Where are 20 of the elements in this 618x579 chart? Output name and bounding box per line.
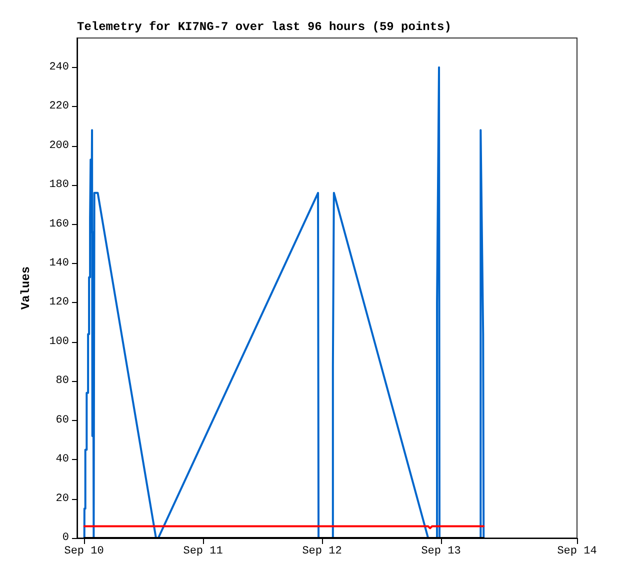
x-tick-label: Sep 13 — [421, 546, 461, 558]
y-axis-title: Values — [19, 266, 33, 310]
y-tick-label: 180 — [49, 179, 69, 192]
x-tick-label: Sep 14 — [557, 546, 598, 558]
x-tick-label: Sep 12 — [302, 546, 342, 558]
y-tick-label: 200 — [49, 140, 69, 152]
y-tick-label: 40 — [56, 454, 69, 466]
y-tick-label: 60 — [56, 414, 69, 426]
y-tick-label: 0 — [62, 532, 69, 544]
y-tick-label: 120 — [49, 296, 69, 309]
y-tick-label: 160 — [49, 218, 69, 230]
y-tick-label: 240 — [49, 61, 69, 74]
x-tick-label: Sep 10 — [64, 546, 104, 558]
y-tick-label: 220 — [49, 100, 69, 113]
x-tick-label: Sep 11 — [183, 546, 224, 558]
y-tick-label: 140 — [49, 257, 69, 270]
chart-title: Telemetry for KI7NG-7 over last 96 hours (59 points) — [77, 20, 452, 34]
y-tick-label: 80 — [56, 375, 69, 388]
y-tick-label: 100 — [49, 336, 69, 348]
y-tick-label: 20 — [56, 492, 69, 505]
